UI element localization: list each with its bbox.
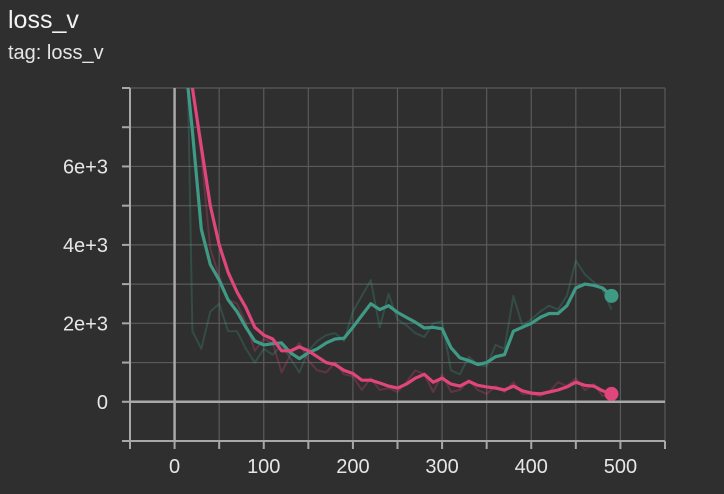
x-tick-label: 200 — [336, 456, 369, 478]
chart-subtitle: tag: loss_v — [8, 42, 104, 64]
x-tick-label: 400 — [515, 456, 548, 478]
series-0-raw-line — [187, 88, 613, 376]
x-tick-label: 300 — [425, 456, 458, 478]
x-tick-label: 0 — [169, 456, 180, 478]
series-0-end-point — [604, 288, 619, 303]
series-1-smoothed-line — [190, 88, 614, 396]
y-tick-label: 4e+3 — [63, 235, 108, 257]
y-tick-label: 6e+3 — [63, 156, 108, 178]
y-tick-label: 2e+3 — [63, 313, 108, 335]
series-0-smoothed-line — [186, 88, 614, 367]
x-tick-label: 500 — [604, 456, 637, 478]
series-1-raw-line — [191, 88, 612, 397]
x-tick-label: 100 — [247, 456, 280, 478]
series-1-end-point — [604, 386, 619, 401]
chart-title: loss_v — [8, 6, 79, 34]
y-tick-label: 0 — [97, 392, 108, 414]
